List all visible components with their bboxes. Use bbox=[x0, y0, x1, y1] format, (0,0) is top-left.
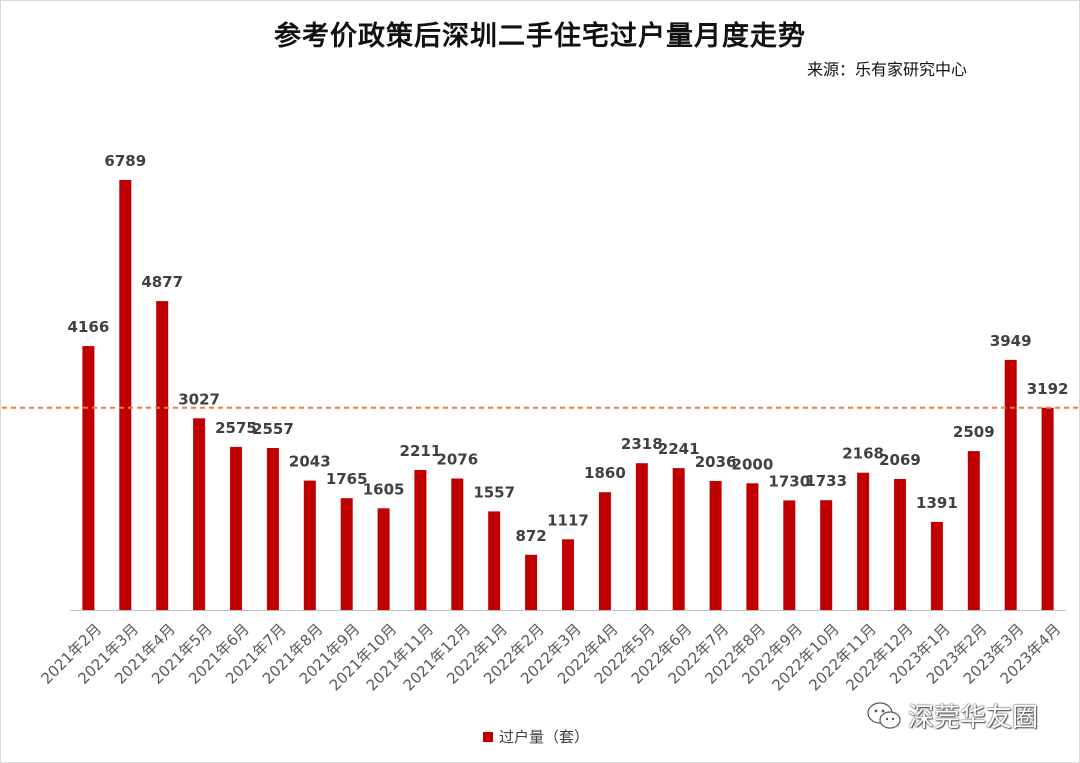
bar bbox=[340, 498, 353, 610]
bar-value-label: 6789 bbox=[104, 152, 146, 170]
bar bbox=[303, 480, 316, 610]
bar bbox=[967, 451, 980, 610]
bar bbox=[783, 500, 796, 610]
bar bbox=[414, 470, 427, 610]
bar bbox=[230, 446, 242, 610]
bar bbox=[193, 418, 206, 610]
legend-label: 过户量（套） bbox=[499, 728, 590, 746]
bar bbox=[709, 481, 722, 610]
bar-value-label: 2043 bbox=[289, 453, 331, 471]
bar bbox=[377, 508, 390, 610]
bar-value-label: 2036 bbox=[695, 453, 737, 471]
bar-value-label: 1117 bbox=[547, 511, 589, 529]
bar bbox=[930, 521, 943, 610]
tick-labels-layer: 2021年2月2021年3月2021年4月2021年5月2021年6月2021年… bbox=[37, 620, 1064, 694]
bar bbox=[488, 511, 501, 610]
legend: 过户量（套） bbox=[483, 726, 589, 747]
bar-value-label: 2211 bbox=[400, 442, 442, 460]
bar bbox=[525, 554, 538, 610]
bar-value-label: 872 bbox=[515, 527, 546, 545]
chart-title: 参考价政策后深圳二手住宅过户量月度走势 bbox=[274, 21, 806, 52]
bar-value-label: 1730 bbox=[768, 472, 810, 490]
bar bbox=[156, 301, 169, 610]
watermark: 深莞华友圈 bbox=[866, 697, 1038, 734]
bar bbox=[820, 500, 833, 610]
bar-value-label: 3027 bbox=[178, 390, 220, 408]
bar bbox=[635, 463, 648, 610]
legend-swatch bbox=[483, 731, 493, 742]
bar-value-label: 1391 bbox=[916, 494, 958, 512]
watermark-text: 深莞华友圈 bbox=[908, 703, 1039, 733]
bar-value-label: 2557 bbox=[252, 420, 294, 438]
bar bbox=[451, 478, 464, 610]
bar-value-label: 2168 bbox=[842, 445, 884, 463]
bar-value-label: 1765 bbox=[326, 470, 368, 488]
bar bbox=[1004, 359, 1017, 610]
bar-value-label: 1733 bbox=[805, 472, 847, 490]
bar bbox=[598, 492, 611, 610]
bar-value-label: 1557 bbox=[473, 483, 515, 501]
bar bbox=[857, 472, 870, 610]
bar-value-label: 2069 bbox=[879, 451, 921, 469]
bar-value-label: 2575 bbox=[215, 419, 257, 437]
bar-value-label: 1860 bbox=[584, 464, 626, 482]
bar-value-label: 4166 bbox=[68, 318, 110, 336]
bar bbox=[746, 483, 759, 610]
bar bbox=[119, 180, 132, 610]
bar-value-label: 3949 bbox=[990, 332, 1032, 350]
bar bbox=[672, 468, 685, 610]
source-note: 来源：乐有家研究中心 bbox=[806, 60, 967, 79]
bar-value-label: 2509 bbox=[953, 423, 995, 441]
bars-layer bbox=[82, 180, 1054, 610]
bar bbox=[562, 539, 574, 610]
bar-value-label: 2241 bbox=[658, 440, 700, 458]
bar bbox=[894, 479, 906, 610]
bar-value-label: 2000 bbox=[732, 455, 774, 473]
bar-value-label: 2076 bbox=[436, 451, 478, 469]
bar bbox=[266, 448, 279, 610]
bar-value-label: 4877 bbox=[141, 273, 183, 291]
bar-value-label: 1605 bbox=[363, 480, 405, 498]
bar bbox=[1041, 407, 1054, 610]
wechat-icon bbox=[867, 701, 901, 729]
bar bbox=[82, 346, 95, 610]
bar-value-label: 3192 bbox=[1027, 380, 1069, 398]
bar-value-label: 2318 bbox=[621, 435, 663, 453]
